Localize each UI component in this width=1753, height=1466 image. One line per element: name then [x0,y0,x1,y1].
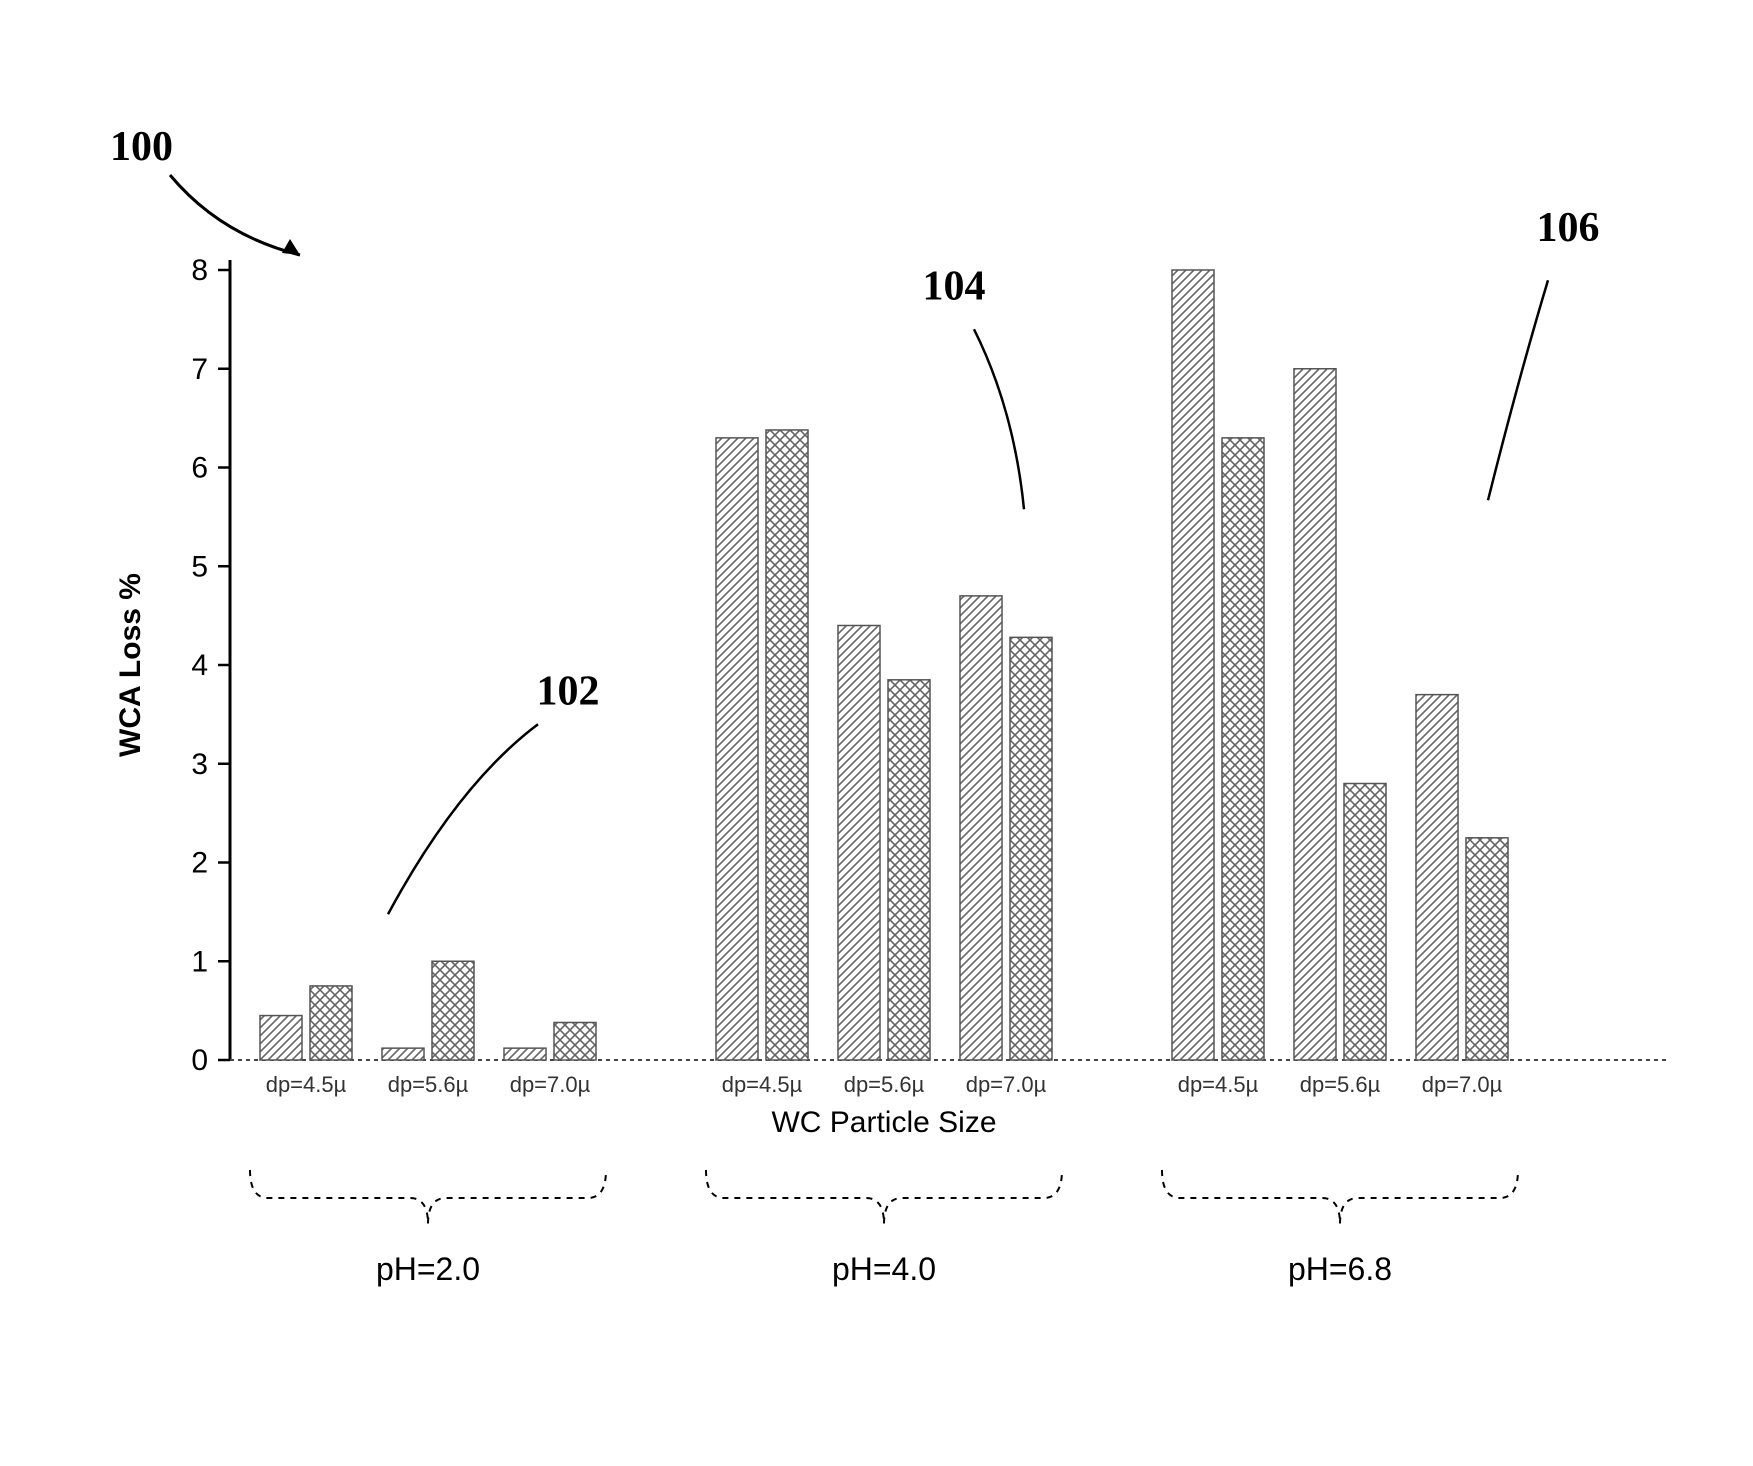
y-tick-label: 3 [191,748,208,781]
callout-106: 106 [1537,205,1600,251]
y-axis-label: WCA Loss % [114,573,147,757]
bar-series2 [432,961,474,1060]
category-label: dp=5.6µ [844,1072,925,1097]
category-label: dp=4.5µ [722,1072,803,1097]
figure-arrowhead [282,239,300,255]
group-brace [250,1170,606,1224]
callout-102: 102 [537,669,600,715]
figure-arrow [170,175,300,255]
bar-series1 [382,1048,424,1060]
bar-series2 [766,430,808,1060]
bar-series1 [960,596,1002,1060]
category-label: dp=7.0µ [1422,1072,1503,1097]
y-tick-label: 1 [191,945,208,978]
bar-series1 [504,1048,546,1060]
figure-number: 100 [110,124,173,170]
bar-series1 [1172,270,1214,1060]
callout-arrow-104 [974,329,1024,509]
y-tick-label: 4 [191,649,208,682]
category-label: dp=7.0µ [510,1072,591,1097]
callout-104: 104 [923,264,986,310]
category-label: dp=5.6µ [388,1072,469,1097]
y-tick-label: 8 [191,254,208,287]
bar-series2 [1344,784,1386,1061]
bar-series1 [716,438,758,1060]
group-brace [706,1170,1062,1224]
bar-series1 [1294,369,1336,1060]
bar-series2 [1010,637,1052,1060]
y-tick-label: 2 [191,847,208,880]
category-label: dp=4.5µ [1178,1072,1259,1097]
ph-label: pH=2.0 [376,1251,480,1287]
callout-arrow-106 [1488,280,1548,500]
bar-series2 [888,680,930,1060]
ph-label: pH=6.8 [1288,1251,1392,1287]
bar-series2 [310,986,352,1060]
bar-series1 [838,626,880,1061]
y-tick-label: 0 [191,1044,208,1077]
chart-root: 0 1 2 3 4 5 6 7 8 WCA Loss % dp=4.5µ dp=5.6µ dp=7.0µ… [0,0,1753,1448]
group-brace [1162,1170,1518,1224]
bar-series1 [260,1016,302,1060]
category-label: dp=7.0µ [966,1072,1047,1097]
bar-series2 [1222,438,1264,1060]
category-label: dp=5.6µ [1300,1072,1381,1097]
bar-series2 [554,1022,596,1060]
x-axis-label: WC Particle Size [771,1106,996,1139]
bar-series2 [1466,838,1508,1060]
category-label: dp=4.5µ [266,1072,347,1097]
bar-series1 [1416,695,1458,1060]
y-tick-label: 6 [191,452,208,485]
ph-label: pH=4.0 [832,1251,936,1287]
y-tick-label: 7 [191,353,208,386]
callout-arrow-102 [388,724,538,914]
y-tick-label: 5 [191,550,208,583]
